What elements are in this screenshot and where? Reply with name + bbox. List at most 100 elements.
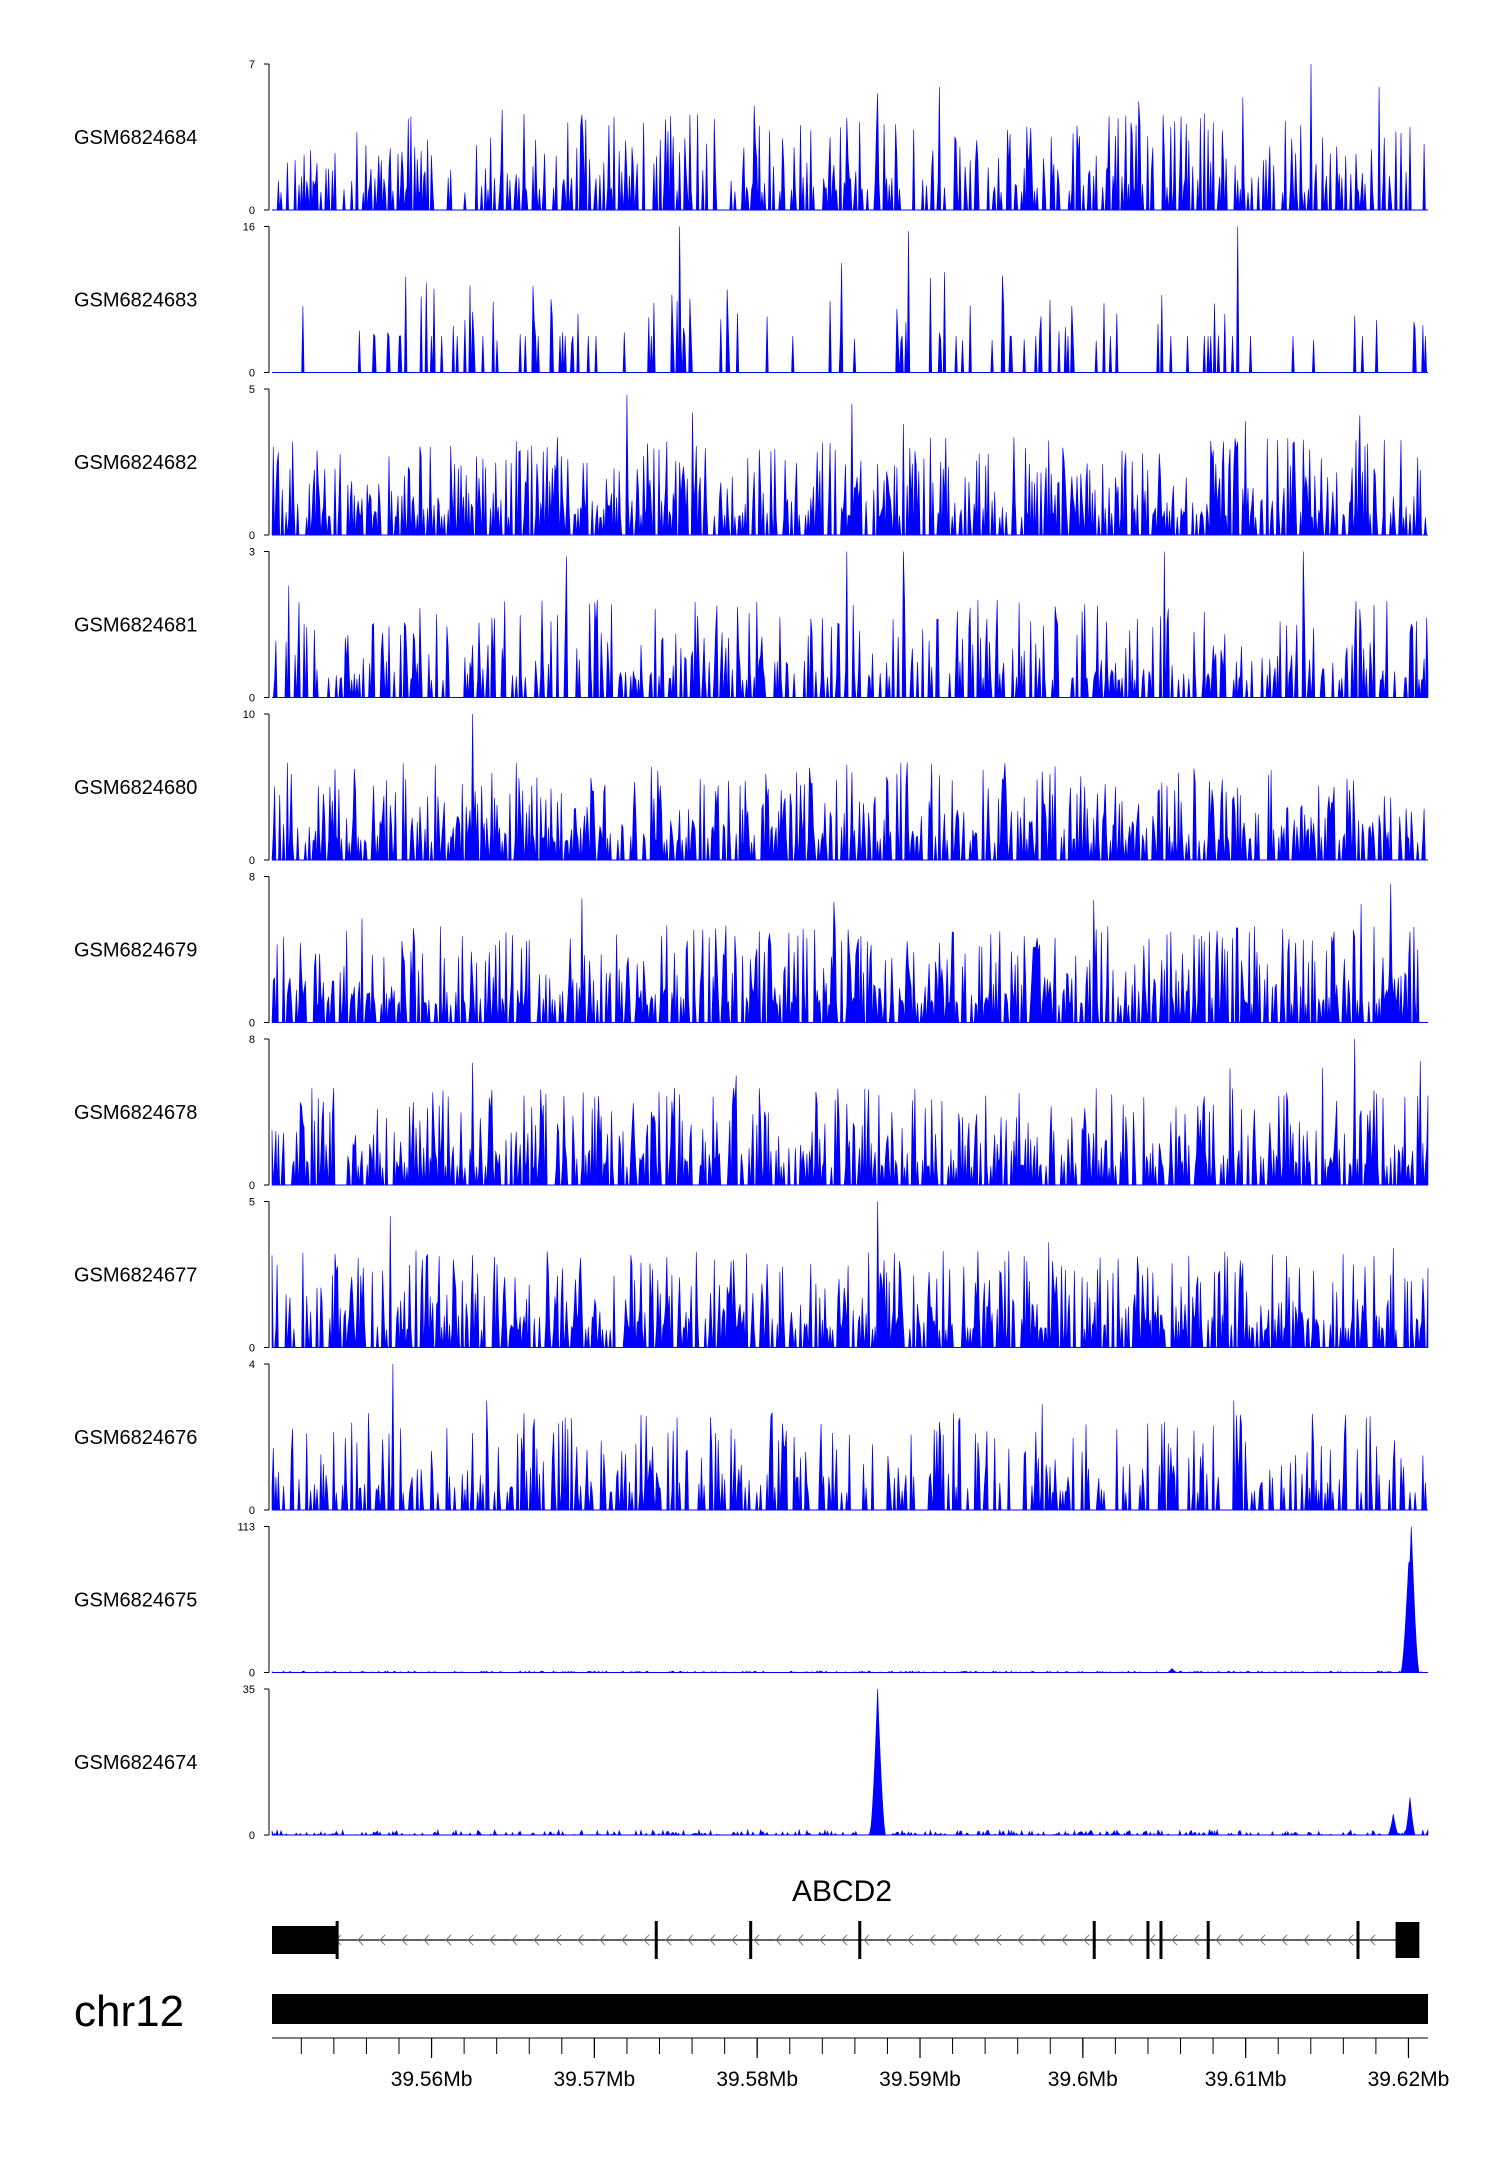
strand-arrow: [1193, 1934, 1200, 1946]
strand-arrow: [1127, 1934, 1134, 1946]
track-label: GSM6824674: [74, 1752, 197, 1774]
gene-exon: [1146, 1921, 1150, 1959]
x-tick-label: 39.62Mb: [1368, 2068, 1450, 2091]
strand-arrow: [467, 1934, 474, 1946]
strand-arrow: [643, 1934, 650, 1946]
strand-arrow: [775, 1934, 782, 1946]
strand-arrow: [1039, 1934, 1046, 1946]
strand-arrow: [863, 1934, 870, 1946]
strand-arrow: [1347, 1934, 1354, 1946]
y-tick-label-max: 7: [249, 59, 255, 71]
strand-arrow: [929, 1934, 936, 1946]
gene-exon: [1356, 1921, 1360, 1959]
track-label: GSM6824682: [74, 452, 197, 474]
strand-arrow: [621, 1934, 628, 1946]
strand-arrow: [1017, 1934, 1024, 1946]
tracks-panel: GSM682468470GSM6824683160GSM682468250GSM…: [74, 59, 1429, 1842]
strand-arrow: [1259, 1934, 1266, 1946]
strand-arrow: [753, 1934, 760, 1946]
gene-exon: [749, 1921, 753, 1959]
coverage-area: [271, 713, 1428, 861]
strand-arrow: [1215, 1934, 1222, 1946]
strand-arrow: [445, 1934, 452, 1946]
coverage-area: [271, 1363, 1428, 1511]
y-tick-label-max: 8: [249, 1034, 255, 1046]
strand-arrow: [885, 1934, 892, 1946]
y-tick-label-min: 0: [249, 368, 255, 380]
coverage-area: [271, 394, 1428, 536]
y-tick-label-min: 0: [249, 1505, 255, 1517]
chromosome-label: chr12: [74, 1987, 184, 2036]
y-tick-label-max: 4: [249, 1359, 255, 1371]
coverage-area: [272, 551, 1429, 698]
track-label: GSM6824681: [74, 615, 197, 637]
strand-arrow: [951, 1934, 958, 1946]
x-tick-label: 39.6Mb: [1048, 2068, 1118, 2091]
strand-arrow: [1303, 1934, 1310, 1946]
coverage-area: [271, 1526, 1429, 1674]
strand-arrow: [1369, 1934, 1376, 1946]
y-tick-label-max: 113: [237, 1522, 255, 1534]
strand-arrow: [841, 1934, 848, 1946]
strand-arrow: [1083, 1934, 1090, 1946]
y-tick-label-min: 0: [249, 1668, 255, 1680]
x-tick-label: 39.61Mb: [1205, 2068, 1287, 2091]
y-tick-label-max: 8: [249, 872, 255, 884]
strand-arrow: [555, 1934, 562, 1946]
y-tick-label-min: 0: [249, 1343, 255, 1355]
strand-arrow: [1237, 1934, 1244, 1946]
strand-arrow: [995, 1934, 1002, 1946]
track-GSM6824683: GSM6824683 16 0: [74, 222, 1428, 380]
strand-arrow: [973, 1934, 980, 1946]
gene-exon: [1206, 1921, 1210, 1959]
strand-arrow: [687, 1934, 694, 1946]
x-tick-label: 39.59Mb: [879, 2068, 961, 2091]
y-tick-label-max: 10: [243, 709, 255, 721]
strand-arrow: [533, 1934, 540, 1946]
x-tick-label: 39.57Mb: [554, 2068, 636, 2091]
coverage-area: [271, 1201, 1429, 1348]
y-tick-label-min: 0: [249, 693, 255, 705]
coverage-area: [271, 883, 1428, 1023]
gene-exon: [335, 1921, 339, 1959]
strand-arrow: [1281, 1934, 1288, 1946]
y-tick-label-min: 0: [249, 1180, 255, 1192]
strand-arrow: [1325, 1934, 1332, 1946]
gene-exon: [1405, 1922, 1420, 1958]
strand-arrow: [1149, 1934, 1156, 1946]
strand-arrow: [665, 1934, 672, 1946]
track-label: GSM6824684: [74, 127, 197, 149]
gene-exon: [1092, 1921, 1096, 1959]
track-GSM6824674: GSM6824674 35 0: [74, 1684, 1429, 1842]
track-label: GSM6824677: [74, 1265, 197, 1287]
track-label: GSM6824676: [74, 1427, 197, 1449]
track-GSM6824678: GSM6824678 8 0: [74, 1034, 1429, 1192]
genome-axis: chr12 39.56Mb 39.57Mb 39.58Mb 39.59Mb 39.6Mb 3…: [74, 1987, 1449, 2091]
y-tick-label-max: 3: [249, 547, 255, 559]
strand-arrow: [1105, 1934, 1112, 1946]
track-label: GSM6824683: [74, 290, 197, 312]
track-GSM6824679: GSM6824679 8 0: [74, 872, 1428, 1030]
coverage-area: [272, 63, 1428, 211]
y-tick-label-min: 0: [249, 1830, 255, 1842]
gene-utr-block: [272, 1926, 338, 1954]
coverage-area: [271, 1688, 1429, 1837]
strand-arrow: [577, 1934, 584, 1946]
track-GSM6824684: GSM6824684 7 0: [74, 59, 1428, 217]
track-GSM6824675: GSM6824675 113 0: [74, 1522, 1429, 1680]
track-label: GSM6824680: [74, 777, 197, 799]
y-tick-label-min: 0: [249, 205, 255, 217]
strand-arrow: [401, 1934, 408, 1946]
strand-arrow: [511, 1934, 518, 1946]
track-GSM6824682: GSM6824682 5 0: [74, 384, 1428, 542]
y-tick-label-max: 35: [243, 1684, 255, 1696]
strand-arrow: [731, 1934, 738, 1946]
y-tick-label-max: 5: [249, 1197, 255, 1209]
strand-arrow: [357, 1934, 364, 1946]
strand-arrow: [907, 1934, 914, 1946]
coverage-area: [271, 1038, 1429, 1186]
y-tick-label-max: 5: [249, 384, 255, 396]
x-tick-label: 39.56Mb: [391, 2068, 473, 2091]
strand-arrow: [819, 1934, 826, 1946]
